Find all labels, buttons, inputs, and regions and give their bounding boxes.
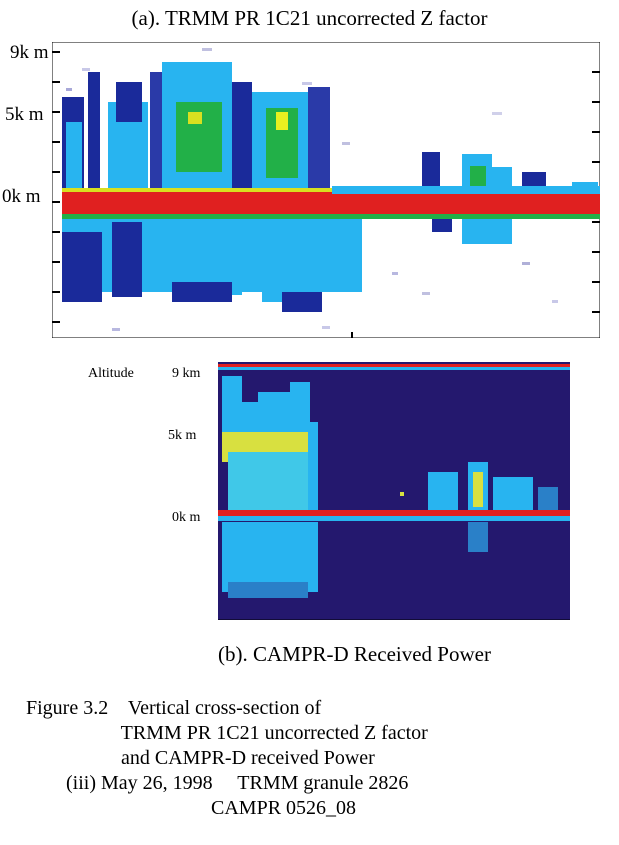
panel-b-ylabel-0km: 0k m bbox=[172, 510, 201, 525]
panel-b-storm-echo bbox=[222, 376, 558, 512]
panel-a-title: (a). TRMM PR 1C21 uncorrected Z factor bbox=[131, 6, 488, 30]
panel-a-storm-cells bbox=[62, 62, 598, 312]
panel-a-surface-band bbox=[62, 186, 600, 219]
panel-b-ylabel-5km: 5k m bbox=[168, 428, 197, 443]
panel-b-altitude-label: Altitude bbox=[88, 366, 134, 381]
caption-line-3: and CAMPR-D received Power bbox=[26, 747, 375, 769]
caption-line-4: (iii) May 26, 1998 TRMM granule 2826 bbox=[26, 772, 409, 794]
panel-a-radar-image bbox=[52, 42, 600, 338]
panel-a-ylabel-9km: 9k m bbox=[10, 42, 49, 63]
caption-line-5: CAMPR 0526_08 bbox=[26, 797, 357, 819]
panel-a-ylabel-5km: 5k m bbox=[5, 104, 44, 125]
figure-caption: Figure 3.2 Vertical cross-section of TRM… bbox=[26, 696, 428, 821]
panel-b-subsurface bbox=[222, 522, 488, 598]
panel-b-title: (b). CAMPR-D Received Power bbox=[218, 642, 491, 666]
caption-line-2: TRMM PR 1C21 uncorrected Z factor bbox=[26, 722, 428, 744]
panel-a-ticks bbox=[52, 51, 600, 338]
panel-b-surface-band bbox=[218, 510, 570, 521]
caption-line-1: Figure 3.2 Vertical cross-section of bbox=[26, 697, 322, 719]
panel-b-ylabel-9km: 9 km bbox=[172, 366, 201, 381]
panel-a-scatter-noise bbox=[66, 48, 558, 331]
panel-b-radar-image bbox=[218, 362, 570, 620]
panel-a-ylabel-0km: 0k m bbox=[2, 186, 41, 207]
